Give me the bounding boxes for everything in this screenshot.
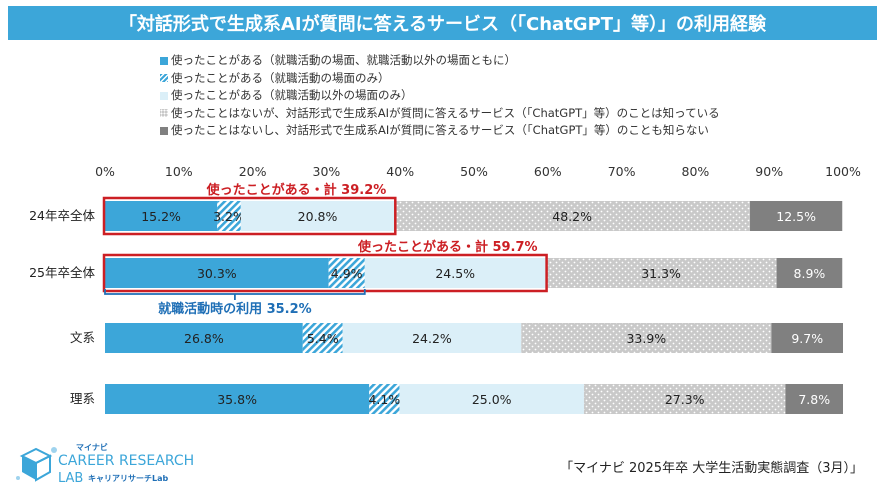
bar-segment <box>105 201 218 231</box>
bar-segment <box>521 323 772 353</box>
data-label: 20.8% <box>298 209 338 224</box>
category-label: 24年卒全体 <box>29 208 95 223</box>
legend-item: 使ったことがある（就職活動の場面、就職活動以外の場面ともに） <box>160 52 720 70</box>
chart-title: 「対話形式で生成系AIが質問に答えるサービス（「ChatGPT」等）」の利用経験 <box>8 6 877 40</box>
data-label: 7.8% <box>798 392 830 407</box>
bar-segment <box>105 323 303 353</box>
bar-segment <box>776 258 843 288</box>
x-tick-label: 90% <box>755 164 783 179</box>
total-annotation: 使ったことがある・計 39.2% <box>206 182 387 198</box>
x-tick-label: 40% <box>386 164 414 179</box>
bar-segment <box>328 258 365 288</box>
highlight-box <box>102 253 548 293</box>
category-label: 25年卒全体 <box>29 265 95 280</box>
bar-segment <box>105 258 329 288</box>
total-annotation: 使ったことがある・計 59.7% <box>357 239 538 255</box>
data-label: 9.7% <box>791 331 823 346</box>
bar-segment <box>240 201 395 231</box>
data-label: 4.1% <box>368 392 400 407</box>
bar-segment <box>105 384 370 414</box>
career-research-lab-logo: マイナビ CAREER RESEARCH LAB キャリアリサーチLab <box>16 442 194 486</box>
legend-item: 使ったことがある（就職活動以外の場面のみ） <box>160 87 720 105</box>
data-label: 35.8% <box>217 392 257 407</box>
bar-segment <box>771 323 843 353</box>
x-tick-label: 0% <box>95 164 115 179</box>
data-label: 4.9% <box>331 266 363 281</box>
data-label: 24.5% <box>435 266 475 281</box>
x-tick-label: 30% <box>313 164 341 179</box>
logo-main: CAREER RESEARCH <box>58 453 194 469</box>
data-label: 15.2% <box>141 209 181 224</box>
x-tick-label: 50% <box>460 164 488 179</box>
legend-item: 使ったことがある（就職活動の場面のみ） <box>160 70 720 88</box>
logo-top: マイナビ <box>76 442 108 452</box>
x-tick-label: 20% <box>239 164 267 179</box>
x-tick-label: 70% <box>608 164 636 179</box>
legend-swatch-light-blue <box>160 91 168 100</box>
legend-swatch-dots-gray <box>160 109 168 118</box>
legend-item: 使ったことはないが、対話形式で生成系AIが質問に答えるサービス（「ChatGPT… <box>160 105 720 123</box>
logo-sub: LAB <box>58 471 83 486</box>
bar-segment <box>545 258 777 288</box>
legend-swatch-hatch-blue <box>160 74 168 83</box>
bar-segment <box>364 258 546 288</box>
bar-segment <box>785 384 843 414</box>
data-label: 8.9% <box>794 266 826 281</box>
legend: 使ったことがある（就職活動の場面、就職活動以外の場面ともに） 使ったことがある（… <box>160 52 720 140</box>
legend-label: 使ったことがある（就職活動以外の場面のみ） <box>171 88 413 102</box>
data-label: 33.9% <box>626 331 666 346</box>
legend-swatch-solid-gray <box>160 126 168 135</box>
data-label: 48.2% <box>552 209 592 224</box>
data-label: 3.2% <box>213 209 245 224</box>
legend-label: 使ったことはないし、対話形式で生成系AIが質問に答えるサービス（「ChatGPT… <box>171 123 709 137</box>
category-label: 文系 <box>70 330 95 345</box>
legend-item: 使ったことはないし、対話形式で生成系AIが質問に答えるサービス（「ChatGPT… <box>160 122 720 140</box>
source-caption: 「マイナビ 2025年卒 大学生活動実態調査（3月）」 <box>560 461 863 476</box>
data-label: 31.3% <box>641 266 681 281</box>
x-tick-label: 100% <box>825 164 861 179</box>
bar-segment <box>217 201 241 231</box>
bar-segment <box>369 384 400 414</box>
x-tick-label: 60% <box>534 164 562 179</box>
highlight-box <box>102 196 397 236</box>
data-label: 25.0% <box>472 392 512 407</box>
legend-label: 使ったことがある（就職活動の場面、就職活動以外の場面ともに） <box>171 53 516 67</box>
bar-segment <box>399 384 584 414</box>
logo-sub2: キャリアリサーチLab <box>88 474 168 483</box>
legend-label: 使ったことはないが、対話形式で生成系AIが質問に答えるサービス（「ChatGPT… <box>171 105 720 120</box>
legend-swatch-solid-blue <box>160 56 168 65</box>
bar-segment <box>342 323 522 353</box>
data-label: 30.3% <box>197 266 237 281</box>
data-label: 24.2% <box>412 331 452 346</box>
x-tick-label: 80% <box>682 164 710 179</box>
usage-annotation: 就職活動時の利用 35.2% <box>158 301 312 317</box>
bar-segment <box>394 201 751 231</box>
category-label: 理系 <box>70 391 95 406</box>
data-label: 27.3% <box>665 392 705 407</box>
data-label: 5.4% <box>307 331 339 346</box>
legend-label: 使ったことがある（就職活動の場面のみ） <box>171 70 390 85</box>
data-label: 12.5% <box>776 209 816 224</box>
x-tick-label: 10% <box>165 164 193 179</box>
cube-icon <box>16 447 57 482</box>
bar-segment <box>583 384 786 414</box>
bar-segment <box>302 323 343 353</box>
data-label: 26.8% <box>184 331 224 346</box>
bar-segment <box>750 201 843 231</box>
